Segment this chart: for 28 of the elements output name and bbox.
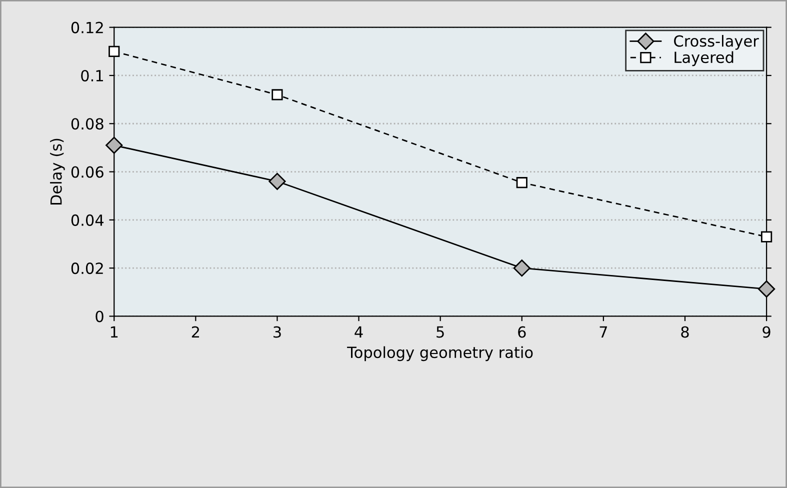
point (106, 136, 123, 154)
x-tick-label: 1 (110, 326, 118, 338)
x-axis-title: Topology geometry ratio (347, 346, 533, 362)
point (760, 231, 772, 242)
y-tick-label: 0.1 (81, 70, 103, 82)
point (272, 89, 283, 100)
y-tick-label: 0.08 (71, 118, 104, 130)
point (108, 46, 120, 57)
x-tick-label: 6 (518, 326, 526, 338)
y-tick-label: 0.02 (71, 262, 103, 274)
x-tick-label: 7 (600, 326, 607, 338)
y-tick-label: 0.12 (71, 22, 103, 34)
x-tick-label: 4 (354, 326, 363, 338)
point (516, 177, 528, 188)
y-axis-title: Delay (s) (50, 138, 65, 205)
x-tick-label: 8 (681, 326, 689, 338)
point (758, 280, 776, 298)
x-tick-label: 2 (192, 326, 199, 338)
y-tick-label: 0.04 (71, 214, 104, 226)
legend-label: Layered (674, 51, 734, 66)
y-tick-label: 0.06 (71, 166, 104, 178)
x-tick-label: 9 (762, 326, 770, 338)
legend-label: Cross-layer (674, 34, 759, 50)
x-tick-label: 5 (436, 326, 444, 338)
x-tick-label: 3 (274, 326, 281, 338)
point (513, 260, 530, 277)
y-tick-label: 0 (96, 310, 104, 322)
point (268, 172, 286, 190)
